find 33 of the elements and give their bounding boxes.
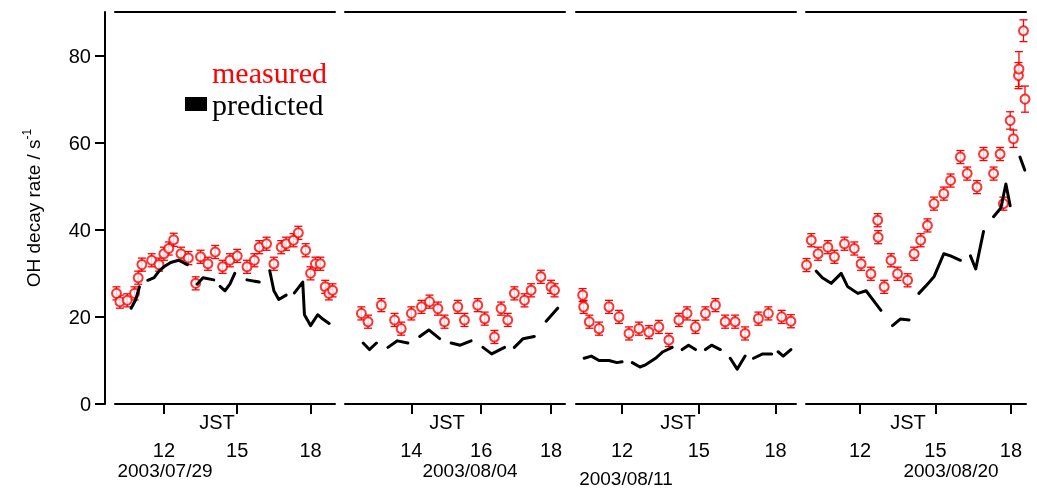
x-axis-title: JST xyxy=(199,411,235,433)
x-tick-label: 18 xyxy=(299,439,322,461)
x-tick-label: 18 xyxy=(999,439,1023,461)
point xyxy=(1004,114,1016,126)
x-tick-label: 14 xyxy=(400,439,423,461)
point xyxy=(1017,25,1029,37)
x-tick-label: 15 xyxy=(924,439,947,461)
text: 2003/08/20 xyxy=(903,459,999,481)
point xyxy=(1013,63,1025,75)
legend-label: predicted xyxy=(212,87,324,121)
x-axis-title: JST xyxy=(429,411,465,433)
x-tick-label: 18 xyxy=(764,439,787,461)
y-tick-label: 0 xyxy=(79,393,91,415)
y-tick-label: 80 xyxy=(68,44,91,67)
point xyxy=(1007,133,1019,145)
x-axis-title: JST xyxy=(890,411,926,433)
x-tick-label: 18 xyxy=(539,439,563,461)
text: 2003/08/04 xyxy=(422,459,518,481)
x-tick-label: 15 xyxy=(226,439,249,461)
text: 2003/08/11 xyxy=(579,467,673,489)
x-tick-label: 12 xyxy=(152,439,176,461)
x-axis-title: JST xyxy=(660,411,696,433)
y-axis-title: OH decay rate / s-1 xyxy=(20,128,44,288)
text: measured xyxy=(212,55,327,89)
text: 2003/07/29 xyxy=(117,459,213,481)
x-tick-label: 15 xyxy=(687,439,710,461)
x-tick-label: 12 xyxy=(848,439,872,461)
x-tick-label: 12 xyxy=(610,439,634,461)
y-tick-label: 40 xyxy=(68,218,91,241)
point xyxy=(1019,93,1031,105)
x-tick-label: 16 xyxy=(470,439,493,461)
y-tick-label: 20 xyxy=(68,305,91,328)
y-tick-label: 60 xyxy=(68,131,91,154)
